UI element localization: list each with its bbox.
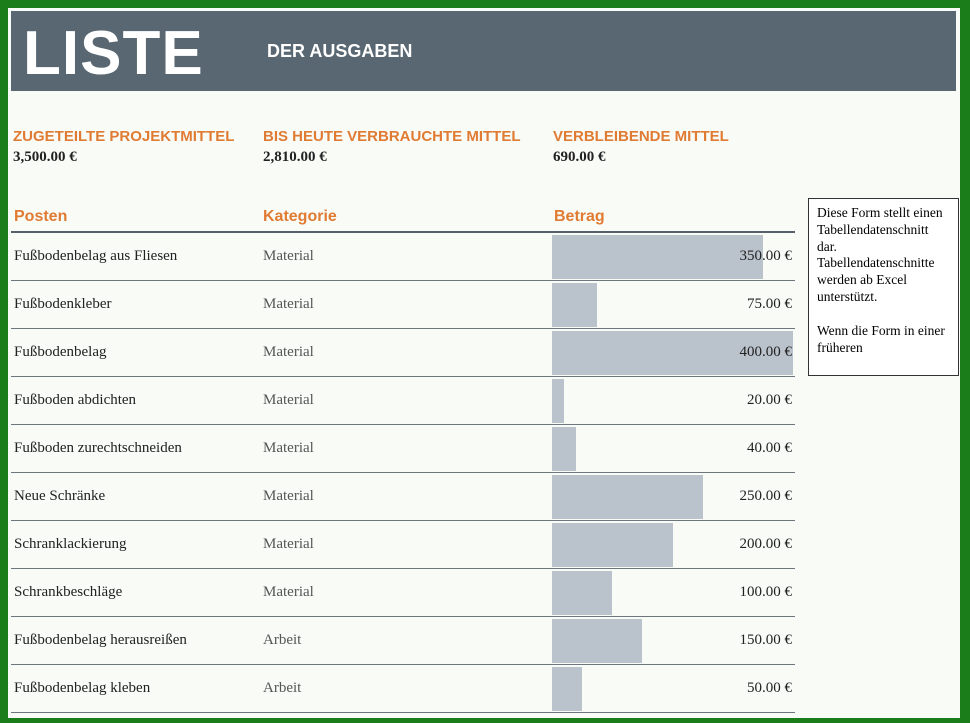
kategorie-cell[interactable]: Material [263,248,314,264]
summary-spent-label: BIS HEUTE VERBRAUCHTE MITTEL [263,128,521,145]
posten-cell[interactable]: Fußbodenbelag herausreißen [14,632,187,648]
table-row[interactable]: Fußbodenbelag kleben Arbeit 50.00 € [11,665,795,713]
column-header-posten[interactable]: Posten [14,208,68,225]
column-header-betrag[interactable]: Betrag [554,208,605,225]
table-row[interactable]: Neue Schränke Material 250.00 € [11,473,795,521]
posten-cell[interactable]: Schranklackierung [14,536,127,552]
table-row[interactable]: Fußbodenbelag herausreißen Arbeit 150.00 € [11,617,795,665]
title-big: LISTE [23,19,204,88]
betrag-cell[interactable]: 250.00 € [739,488,793,504]
table-row[interactable]: Fußbodenkleber Material 75.00 € [11,281,795,329]
kategorie-cell[interactable]: Arbeit [263,680,302,696]
summary-allocated: ZUGETEILTE PROJEKTMITTEL 3,500.00 € [13,128,234,166]
kategorie-cell[interactable]: Material [263,440,314,456]
slicer-note-box[interactable]: Diese Form stellt einen Tabellendatensch… [808,198,959,376]
summary-allocated-value[interactable]: 3,500.00 € [13,149,77,165]
amount-databar [552,379,564,423]
table-row[interactable]: Fußbodenbelag Material 400.00 € [11,329,795,377]
amount-databar [552,235,763,279]
note-paragraph-2: Wenn die Form in einer früheren [817,322,945,355]
table-row[interactable]: Fußbodenbelag aus Fliesen Material 350.00 … [11,233,795,281]
expenses-table: Posten Kategorie Betrag Fußbodenbelag au… [11,200,795,713]
worksheet: LISTE DER AUSGABEN ZUGETEILTE PROJEKTMIT… [8,8,960,718]
title-banner: LISTE DER AUSGABEN [11,11,956,91]
amount-databar [552,667,582,711]
kategorie-cell[interactable]: Material [263,488,314,504]
amount-databar [552,523,673,567]
amount-databar [552,571,612,615]
table-body: Fußbodenbelag aus Fliesen Material 350.00 … [11,233,795,713]
summary-spent-value[interactable]: 2,810.00 € [263,149,327,165]
table-row[interactable]: Schrankbeschläge Material 100.00 € [11,569,795,617]
betrag-cell[interactable]: 75.00 € [747,296,792,312]
amount-databar [552,331,793,375]
posten-cell[interactable]: Neue Schränke [14,488,106,504]
kategorie-cell[interactable]: Material [263,392,314,408]
posten-cell[interactable]: Fußbodenbelag [14,344,107,360]
summary-spent: BIS HEUTE VERBRAUCHTE MITTEL 2,810.00 € [263,128,521,166]
table-row[interactable]: Schranklackierung Material 200.00 € [11,521,795,569]
summary-remaining-value[interactable]: 690.00 € [553,149,606,165]
posten-cell[interactable]: Fußbodenkleber [14,296,112,312]
note-paragraph-1: Diese Form stellt einen Tabellendatensch… [817,205,943,304]
posten-cell[interactable]: Fußboden zurechtschneiden [14,440,182,456]
amount-databar [552,283,597,327]
table-header: Posten Kategorie Betrag [11,200,795,233]
summary-remaining: VERBLEIBENDE MITTEL 690.00 € [553,128,729,166]
betrag-cell[interactable]: 50.00 € [747,680,792,696]
table-row[interactable]: Fußboden abdichten Material 20.00 € [11,377,795,425]
posten-cell[interactable]: Fußbodenbelag kleben [14,680,151,696]
summary-remaining-label: VERBLEIBENDE MITTEL [553,128,729,145]
kategorie-cell[interactable]: Material [263,584,314,600]
kategorie-cell[interactable]: Material [263,536,314,552]
title-subtitle: DER AUSGABEN [267,41,413,61]
amount-databar [552,475,703,519]
table-row[interactable]: Fußboden zurechtschneiden Material 40.00 € [11,425,795,473]
kategorie-cell[interactable]: Material [263,296,314,312]
amount-databar [552,427,576,471]
summary-allocated-label: ZUGETEILTE PROJEKTMITTEL [13,128,235,145]
betrag-cell[interactable]: 20.00 € [747,392,792,408]
betrag-cell[interactable]: 40.00 € [747,440,792,456]
kategorie-cell[interactable]: Arbeit [263,632,302,648]
betrag-cell[interactable]: 350.00 € [739,248,793,264]
amount-databar [552,619,642,663]
betrag-cell[interactable]: 150.00 € [739,632,793,648]
kategorie-cell[interactable]: Material [263,344,314,360]
betrag-cell[interactable]: 100.00 € [739,584,793,600]
posten-cell[interactable]: Fußbodenbelag aus Fliesen [14,248,178,264]
betrag-cell[interactable]: 400.00 € [739,344,793,360]
column-header-kategorie[interactable]: Kategorie [263,208,337,225]
posten-cell[interactable]: Schrankbeschläge [14,584,123,600]
posten-cell[interactable]: Fußboden abdichten [14,392,137,408]
betrag-cell[interactable]: 200.00 € [739,536,793,552]
